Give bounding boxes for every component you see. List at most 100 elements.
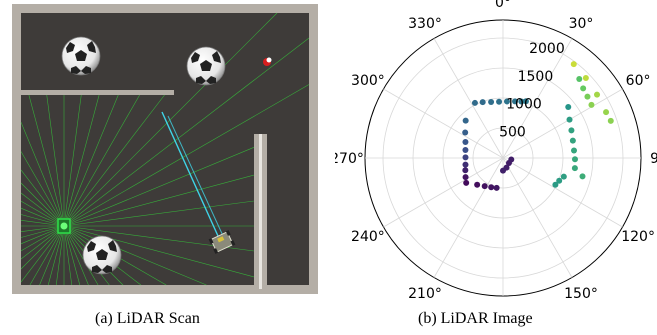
lidar-point bbox=[512, 98, 519, 105]
inner-wall-horizontal bbox=[14, 90, 174, 95]
soccer-ball-icon bbox=[61, 36, 101, 76]
lidar-point bbox=[560, 173, 567, 180]
theta-tick-label: 60° bbox=[626, 73, 651, 89]
lidar-point bbox=[462, 154, 469, 161]
theta-tick-label: 120° bbox=[621, 229, 655, 245]
theta-tick-label: 300° bbox=[351, 73, 385, 89]
lidar-ray bbox=[63, 225, 81, 286]
lidar-point bbox=[569, 137, 576, 144]
lidar-ray bbox=[20, 207, 65, 227]
lidar-point bbox=[471, 99, 478, 106]
lidar-ray bbox=[20, 151, 65, 227]
soccer-ball-icon bbox=[82, 235, 122, 275]
polar-grid bbox=[364, 19, 642, 297]
lidar-ray bbox=[20, 192, 65, 227]
lidar-ray bbox=[20, 200, 65, 227]
lidar-ray bbox=[63, 225, 255, 278]
lidar-ray bbox=[20, 220, 65, 227]
polar-spoke bbox=[502, 88, 623, 159]
polar-points bbox=[462, 61, 614, 191]
theta-tick-label: 240° bbox=[351, 229, 385, 245]
lidar-point bbox=[566, 116, 573, 123]
lidar-point bbox=[493, 184, 500, 191]
lidar-ray bbox=[63, 225, 99, 286]
r-tick-label: 1500 bbox=[518, 69, 554, 85]
polar-spoke bbox=[433, 157, 504, 278]
polar-spoke bbox=[502, 157, 573, 278]
lidar-point bbox=[571, 165, 578, 172]
lidar-point bbox=[518, 98, 525, 105]
lidar-point bbox=[462, 139, 469, 146]
theta-tick-label: 270° bbox=[335, 151, 364, 167]
lidar-point bbox=[500, 167, 506, 174]
lidar-point bbox=[556, 177, 563, 184]
lidar-ray bbox=[63, 225, 207, 286]
polar-spoke bbox=[383, 88, 504, 159]
r-tick-label: 500 bbox=[499, 124, 526, 140]
polar-chart: 0°30°60°90120°150°180°210°240°270°300°33… bbox=[330, 0, 657, 323]
polar-spoke bbox=[502, 157, 623, 228]
lidar-point bbox=[462, 129, 469, 136]
lidar-point bbox=[462, 174, 469, 181]
subcaption-b: (b) LiDAR Image bbox=[418, 310, 533, 327]
lidar-point bbox=[503, 98, 510, 105]
lidar-ray bbox=[63, 37, 310, 227]
lidar-ray bbox=[20, 225, 65, 252]
lidar-ray bbox=[20, 225, 65, 260]
lidar-ray bbox=[63, 174, 255, 227]
lidar-ray bbox=[20, 169, 65, 227]
tracking-beam-secondary bbox=[167, 115, 225, 239]
lidar-point bbox=[479, 99, 486, 106]
lidar-point bbox=[552, 181, 559, 188]
lidar-point bbox=[571, 147, 578, 154]
lidar-ray bbox=[20, 225, 65, 232]
lidar-point bbox=[462, 147, 469, 154]
r-tick-label: 1000 bbox=[506, 97, 542, 113]
lidar-point bbox=[582, 74, 589, 81]
lidar-ray bbox=[39, 225, 65, 286]
lidar-point bbox=[496, 98, 503, 105]
lidar-point bbox=[462, 161, 469, 168]
lidar-point bbox=[576, 76, 583, 83]
lidar-ray bbox=[55, 225, 65, 286]
lidar-scan-scene bbox=[12, 4, 318, 294]
lidar-ray bbox=[20, 182, 65, 227]
lidar-rays bbox=[20, 12, 310, 286]
lidar-ray bbox=[20, 225, 65, 245]
lidar-ray bbox=[20, 214, 65, 227]
lidar-point bbox=[522, 98, 529, 105]
lidar-point bbox=[463, 179, 470, 186]
lidar-ray bbox=[63, 147, 255, 227]
r-tick-label: 2000 bbox=[529, 41, 565, 57]
lidar-ray bbox=[46, 94, 65, 227]
lidar-ray bbox=[29, 225, 65, 286]
lidar-point bbox=[565, 104, 572, 111]
theta-tick-label: 30° bbox=[569, 16, 594, 32]
lidar-point bbox=[607, 117, 614, 124]
lidar-point bbox=[568, 127, 575, 134]
lidar-point bbox=[603, 109, 610, 116]
lidar-ray bbox=[63, 94, 140, 227]
lidar-ray bbox=[63, 94, 100, 227]
theta-tick-label: 330° bbox=[408, 16, 442, 32]
polar-spoke bbox=[383, 157, 504, 228]
lidar-ray bbox=[63, 225, 73, 286]
lidar-point bbox=[462, 117, 469, 124]
lidar-point bbox=[488, 98, 495, 105]
lidar-point bbox=[474, 181, 481, 188]
subcaption-a: (a) LiDAR Scan bbox=[95, 310, 200, 327]
lidar-point bbox=[594, 91, 601, 98]
lidar-scan-panel bbox=[12, 4, 318, 294]
theta-tick-label: 90 bbox=[650, 151, 657, 167]
lidar-ray bbox=[63, 94, 82, 227]
lidar-ray bbox=[63, 12, 278, 227]
lidar-point bbox=[579, 173, 586, 180]
lidar-ray bbox=[20, 225, 65, 238]
lidar-point bbox=[588, 101, 595, 108]
lidar-point bbox=[570, 61, 577, 68]
inner-wall-vertical-edge bbox=[259, 134, 262, 289]
lidar-ray bbox=[47, 225, 65, 286]
lidar-ray bbox=[28, 94, 65, 227]
lidar-ray bbox=[63, 94, 119, 227]
theta-tick-label: 150° bbox=[564, 286, 598, 300]
